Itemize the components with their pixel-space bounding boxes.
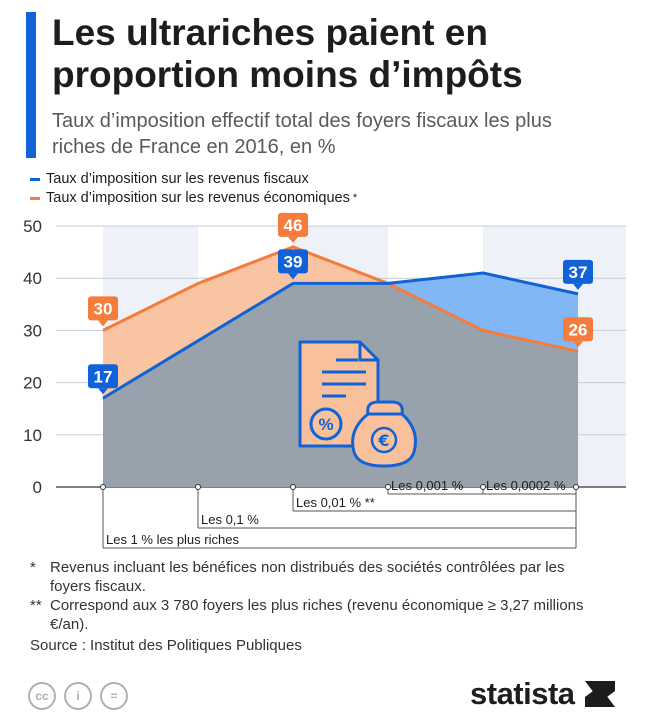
y-tick-label: 50 <box>23 217 42 236</box>
footnote-1-mark: * <box>30 559 36 576</box>
statista-brand[interactable]: statista <box>470 676 617 712</box>
data-label: 46 <box>284 216 303 235</box>
percent-circle <box>309 407 343 441</box>
title-accent-bar <box>26 12 36 158</box>
statista-logo-icon <box>584 681 615 707</box>
data-label-box <box>563 317 593 342</box>
legend-item-economic: Taux d’imposition sur les revenus économ… <box>30 189 357 208</box>
footnote-1-text: Revenus incluant les bénéfices non distr… <box>50 559 565 595</box>
y-tick-label: 20 <box>23 374 42 393</box>
data-label-pointer <box>288 236 298 243</box>
tax-document-icon: %€ <box>298 340 417 468</box>
data-label-pointer <box>573 283 583 290</box>
license-icons: cc i = <box>28 682 128 710</box>
source-note: Source : Institut des Politiques Publiqu… <box>30 637 302 654</box>
data-label: 26 <box>569 320 588 339</box>
category-label: Les 0,1 % <box>201 512 259 527</box>
legend-label-economic: Taux d’imposition sur les revenus économ… <box>46 190 350 206</box>
footnotes: * Revenus incluant les bénéfices non dis… <box>30 558 590 655</box>
cc-icon[interactable]: cc <box>28 682 56 710</box>
document-fold <box>358 342 378 362</box>
legend-label-fiscal: Taux d’imposition sur les revenus fiscau… <box>46 171 309 187</box>
page-subtitle: Taux d’imposition effectif total des foy… <box>52 110 552 158</box>
data-label-box <box>278 212 308 237</box>
percent-glyph: % <box>318 415 333 434</box>
category-tick-dot <box>290 484 296 490</box>
category-tick-dot <box>573 484 579 490</box>
data-label-pointer <box>573 341 583 348</box>
data-label-pointer <box>98 320 108 327</box>
y-tick-label: 40 <box>23 269 42 288</box>
nd-icon[interactable]: = <box>100 682 128 710</box>
category-tick-dot <box>100 484 106 490</box>
legend-footnote-marker: * <box>349 192 358 204</box>
chart-legend: Taux d’imposition sur les revenus fiscau… <box>30 170 357 208</box>
data-label: 30 <box>94 299 113 318</box>
by-icon[interactable]: i <box>64 682 92 710</box>
line-fiscal <box>102 271 579 400</box>
y-tick-label: 30 <box>23 321 42 340</box>
line-economic <box>102 245 579 353</box>
category-label: Les 1 % les plus riches <box>106 532 239 547</box>
category-label: Les 0,01 % ** <box>296 495 375 510</box>
footnote-2: ** Correspond aux 3 780 foyers les plus … <box>30 596 590 634</box>
y-tick-label: 10 <box>23 426 42 445</box>
data-label-pointer <box>98 388 108 395</box>
data-label: 37 <box>569 263 588 282</box>
category-label: Les 0,0002 % <box>486 478 566 493</box>
brand-name: statista <box>470 676 575 711</box>
category-tick-dot <box>385 484 391 490</box>
data-label-box <box>563 259 593 284</box>
euro-circle <box>370 426 398 454</box>
data-label-box <box>88 364 118 389</box>
category-tick-dot <box>195 484 201 490</box>
footnote-2-mark: ** <box>30 597 42 614</box>
footnote-2-text: Correspond aux 3 780 foyers les plus ric… <box>50 597 584 633</box>
page-title: Les ultrariches paient en proportion moi… <box>52 12 523 95</box>
legend-swatch-economic <box>30 197 40 200</box>
legend-item-fiscal: Taux d’imposition sur les revenus fiscau… <box>30 170 357 189</box>
footnote-1: * Revenus incluant les bénéfices non dis… <box>30 558 590 596</box>
euro-glyph: € <box>377 431 389 450</box>
money-bag-shape <box>351 400 417 468</box>
data-label: 39 <box>284 252 303 271</box>
data-label-pointer <box>288 273 298 280</box>
data-label-box <box>88 296 118 321</box>
data-label: 17 <box>94 367 113 386</box>
category-label: Les 0,001 % <box>391 478 464 493</box>
legend-swatch-fiscal <box>30 178 40 181</box>
category-tick-dot <box>480 484 486 490</box>
data-label-box <box>278 249 308 274</box>
y-tick-label: 0 <box>33 478 42 497</box>
